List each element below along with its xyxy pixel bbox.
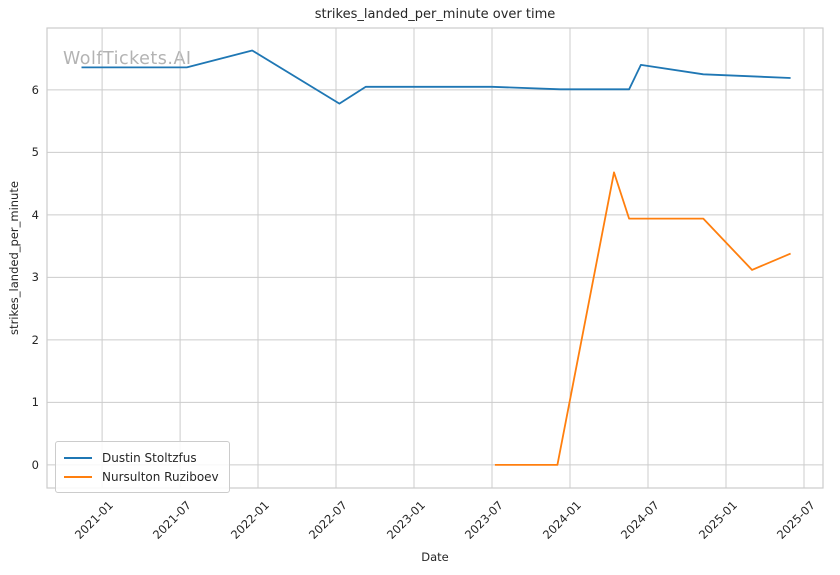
legend-line-swatch — [64, 475, 92, 478]
y-tick-label: 2 — [31, 332, 39, 347]
y-tick-label: 3 — [31, 270, 39, 285]
y-tick-label: 5 — [31, 145, 39, 160]
watermark: WolfTickets.AI — [63, 49, 192, 69]
series-line-nursulton-ruziboev — [494, 171, 791, 466]
legend-item: Nursulton Ruziboev — [64, 467, 219, 486]
y-tick-label: 6 — [31, 82, 39, 97]
series-line-dustin-stoltzfus — [81, 49, 791, 105]
legend-item: Dustin Stoltzfus — [64, 448, 219, 467]
y-axis-label: strikes_landed_per_minute — [7, 181, 21, 335]
legend-line-swatch — [64, 456, 92, 459]
y-tick-label: 1 — [31, 395, 39, 410]
y-tick-label: 0 — [31, 457, 39, 472]
legend-label: Dustin Stoltzfus — [102, 450, 197, 465]
plot-border — [46, 27, 824, 489]
legend-label: Nursulton Ruziboev — [102, 469, 219, 484]
y-tick-label: 4 — [31, 207, 39, 222]
x-axis-label: Date — [421, 550, 449, 564]
chart-title: strikes_landed_per_minute over time — [314, 7, 556, 22]
legend: Dustin Stoltzfus Nursulton Ruziboev — [55, 441, 230, 493]
